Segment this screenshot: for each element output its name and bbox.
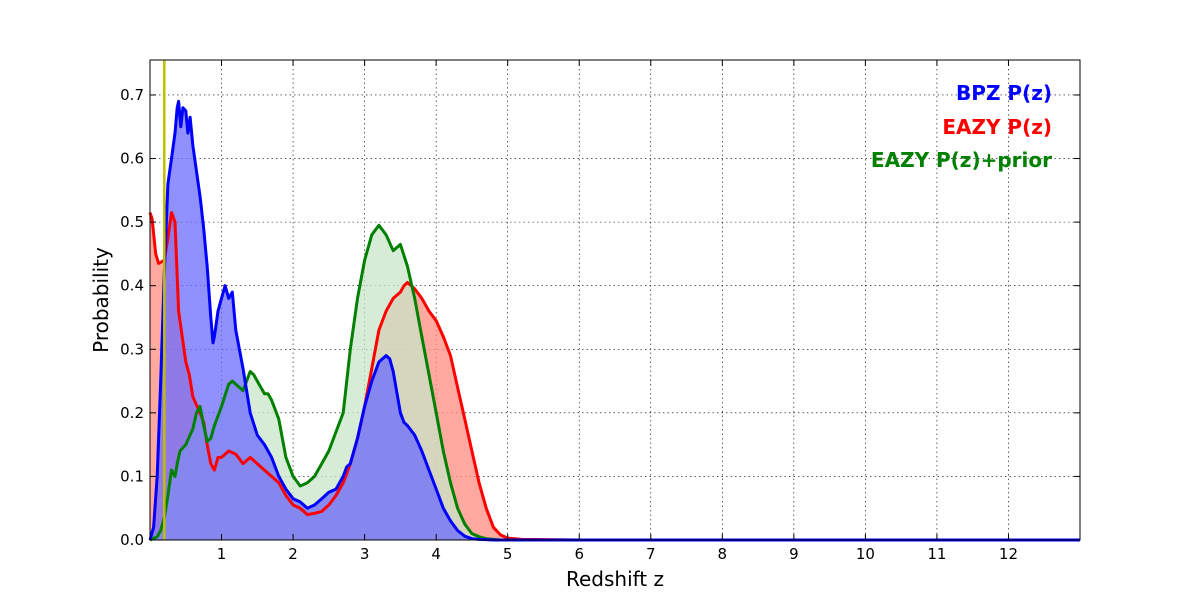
y-tick-labels: 0.0 0.1 0.2 0.3 0.4 0.5 0.6 0.7 [120,86,144,549]
y-tick-label: 0.7 [120,86,144,104]
y-tick-label: 0.3 [120,340,144,358]
x-tick-label: 4 [431,545,441,563]
plot-area [148,59,1081,542]
x-axis-label: Redshift z [566,567,664,591]
plot-frame [149,59,1081,541]
y-tick-label: 0.1 [120,467,144,485]
y-axis-label: Probability [89,247,113,353]
y-tick-label: 0.2 [120,404,144,422]
x-tick-labels: 1 2 3 4 5 6 7 8 9 10 11 12 [217,545,1018,563]
y-tick-label: 0.6 [120,150,144,168]
y-tick-label: 0.5 [120,213,144,231]
series-fills [150,101,1080,541]
x-tick-label: 3 [360,545,370,563]
x-tick-label: 10 [856,545,875,563]
bpz-p-z-fill [150,101,1080,541]
legend: BPZ P(z) EAZY P(z) EAZY P(z)+prior [871,81,1052,172]
legend-entry-eazy-prior: EAZY P(z)+prior [871,148,1052,172]
y-tick-label: 0.4 [120,277,144,295]
x-tick-label: 5 [503,545,513,563]
y-tick-label: 0.0 [120,531,144,549]
x-tick-label: 7 [646,545,656,563]
x-tick-label: 9 [789,545,799,563]
x-tick-label: 6 [574,545,584,563]
eazy-p-z-prior-line [149,223,1080,542]
x-tick-label: 8 [718,545,728,563]
bpz-p-z-line [148,99,1080,542]
x-tick-label: 12 [999,545,1018,563]
legend-entry-eazy: EAZY P(z) [942,115,1052,139]
axis-ticks [150,60,1080,541]
x-tick-label: 11 [927,545,946,563]
eazy-p-z-line [148,211,1080,542]
legend-entry-bpz: BPZ P(z) [956,81,1052,105]
x-tick-label: 1 [217,545,227,563]
x-tick-label: 2 [288,545,298,563]
series-lines [148,99,1080,542]
